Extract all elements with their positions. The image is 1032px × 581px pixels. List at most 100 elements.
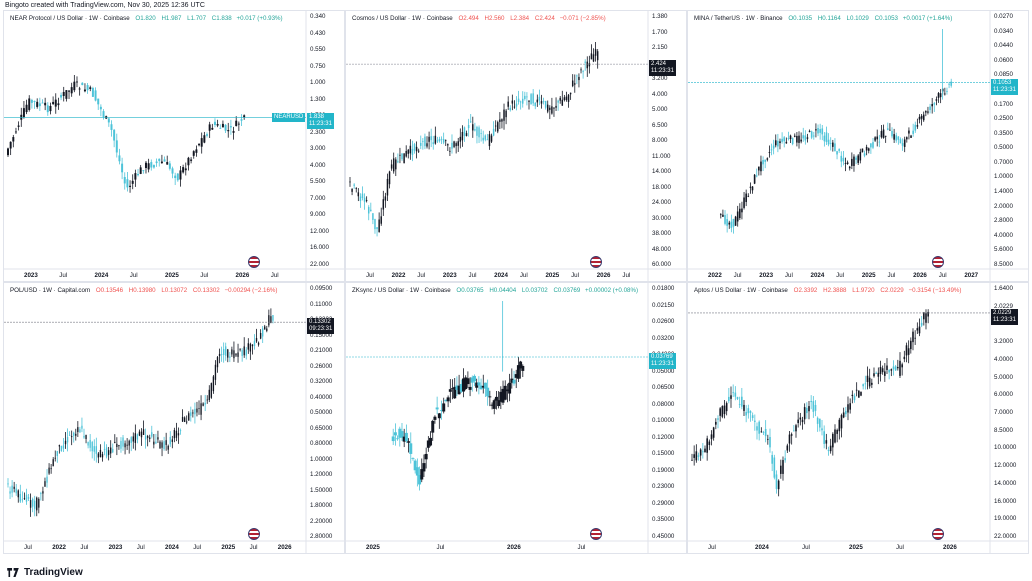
candle-body	[146, 436, 149, 438]
candle-body	[157, 437, 159, 440]
candle-body	[221, 123, 224, 128]
candle-body	[171, 168, 174, 174]
chart-panel-zksync[interactable]: ZKsync / US Dollar · 1W · Coinbase O0.03…	[345, 282, 687, 554]
chart-panel-mina[interactable]: MINA / TetherUS · 1W · Binance O0.1035 H…	[687, 10, 1029, 282]
chart-panel-aptos[interactable]: Aptos / US Dollar · 1W · Coinbase O2.339…	[687, 282, 1029, 554]
candle-body	[121, 163, 124, 173]
candle-body	[202, 403, 204, 406]
time-axis-tick: 2024	[165, 544, 179, 551]
candle-body	[845, 410, 847, 415]
legend-aptos: Aptos / US Dollar · 1W · Coinbase O2.339…	[694, 287, 961, 294]
candle-body	[505, 389, 509, 392]
us-flag-icon[interactable]	[932, 256, 944, 268]
candle-body	[432, 142, 434, 145]
candle-body	[528, 100, 530, 102]
legend-close: C0.1053	[874, 15, 899, 22]
candle-body	[206, 399, 208, 401]
candle-body	[897, 136, 900, 140]
candle-body	[925, 313, 927, 323]
candle-body	[853, 156, 855, 166]
candle-body	[257, 342, 260, 345]
brand-name: TradingView	[24, 567, 83, 578]
bar-countdown: 11:23:31	[309, 121, 332, 128]
price-chart-canvas[interactable]	[688, 283, 1029, 554]
candle-body	[13, 486, 15, 489]
candle-body	[259, 332, 262, 339]
candle-body	[827, 450, 830, 452]
chart-panel-near[interactable]: NEAR Protocol / US Dollar · 1W · Coinbas…	[3, 10, 345, 282]
us-flag-icon[interactable]	[590, 528, 602, 540]
time-axis-tick: Jul	[938, 272, 947, 279]
candle-body	[405, 150, 407, 157]
legend-open: O0.1035	[788, 15, 813, 22]
bar-countdown: 09:23:31	[309, 326, 333, 333]
price-axis-tick: 19.0000	[994, 515, 1017, 523]
time-axis-tick: Jul	[784, 272, 793, 279]
tradingview-footer[interactable]: TradingView	[6, 567, 83, 578]
candle-body	[192, 412, 194, 414]
candle-body	[453, 141, 455, 147]
price-axis-tick: 48.000	[652, 245, 671, 253]
price-chart-canvas[interactable]	[4, 283, 345, 554]
candle-body	[836, 151, 838, 155]
candle-body	[586, 61, 589, 69]
price-axis-tick: 4.000	[310, 161, 326, 169]
chart-panel-cosmos[interactable]: Cosmos / US Dollar · 1W · Coinbase O2.49…	[345, 10, 687, 282]
candle-body	[270, 316, 272, 323]
price-axis-tick: 1.80000	[310, 502, 333, 509]
price-axis-tick: 18.000	[652, 183, 671, 191]
candle-body	[14, 131, 17, 133]
time-axis-tick: 2024	[94, 272, 109, 279]
candle-body	[166, 161, 169, 165]
candle-body	[231, 349, 233, 355]
candle-body	[764, 159, 767, 162]
candle-body	[817, 128, 819, 134]
time-axis-tick: Jul	[733, 272, 742, 279]
candle-body	[391, 436, 395, 442]
price-axis-tick: 2.0000	[994, 202, 1013, 210]
candle-body	[70, 436, 73, 438]
price-axis-tick: 1.20000	[310, 471, 333, 478]
candle-body	[492, 400, 496, 409]
candle-body	[559, 97, 561, 101]
candle-body	[349, 181, 351, 183]
candle-body	[791, 138, 794, 145]
price-axis-tick: 2.8000	[994, 217, 1013, 225]
price-chart-canvas[interactable]	[688, 11, 1029, 282]
candle-body	[875, 372, 877, 374]
price-axis-tick: 12.0000	[994, 462, 1017, 470]
candle-body	[708, 441, 711, 445]
legend-title: NEAR Protocol / US Dollar · 1W · Coinbas…	[10, 15, 130, 22]
us-flag-icon[interactable]	[248, 528, 260, 540]
candle-body	[198, 143, 201, 146]
chart-panel-pol[interactable]: POL/USD · 1W · Capital.com O0.13546 H0.1…	[3, 282, 345, 554]
price-chart-canvas[interactable]	[4, 11, 345, 282]
candle-body	[538, 96, 541, 101]
candle-body	[580, 69, 582, 71]
price-axis-tick: 1.380	[652, 13, 668, 20]
candle-body	[208, 124, 211, 131]
candle-body	[855, 389, 858, 391]
us-flag-icon[interactable]	[932, 528, 944, 540]
candle-body	[920, 115, 923, 119]
candle-body	[86, 85, 89, 91]
time-axis-tick: Jul	[366, 272, 374, 279]
us-flag-icon[interactable]	[590, 256, 602, 268]
price-axis-tick: 1.6400	[994, 285, 1013, 292]
candle-body	[44, 102, 47, 106]
candle-body	[770, 149, 773, 151]
candle-body	[155, 441, 157, 444]
candle-body	[107, 118, 110, 123]
us-flag-icon[interactable]	[248, 256, 260, 268]
candle-body	[179, 430, 182, 432]
legend-high: H0.1164	[817, 15, 841, 22]
candle-body	[745, 411, 747, 416]
candle-body	[903, 356, 906, 360]
candle-body	[801, 419, 804, 423]
price-chart-canvas[interactable]	[346, 283, 687, 554]
price-chart-canvas[interactable]	[346, 11, 687, 282]
price-axis-tick: 4.000	[652, 90, 668, 98]
candle-body	[768, 151, 771, 153]
candle-body	[793, 135, 796, 137]
candle-body	[815, 129, 817, 131]
